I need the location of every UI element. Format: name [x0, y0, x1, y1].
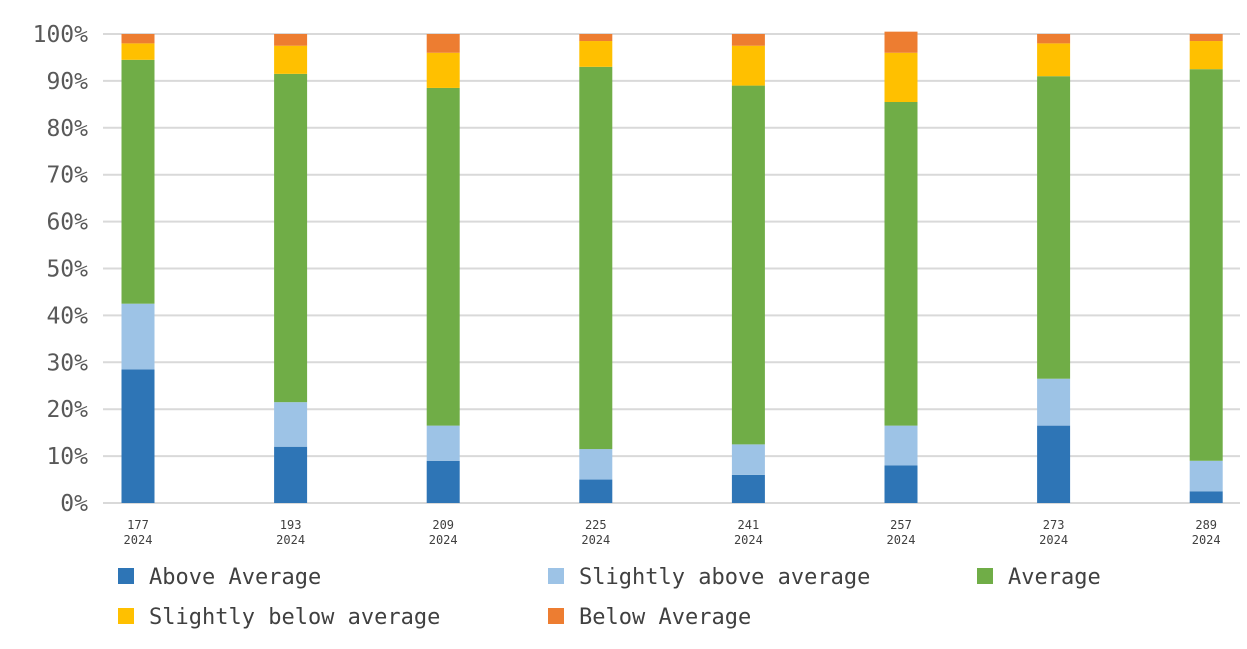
y-tick-label: 60%: [46, 210, 88, 236]
bar-segment: [1189, 460, 1223, 492]
bar-segment: [274, 73, 308, 403]
bar-segment: [579, 41, 613, 67]
bar-segment: [121, 303, 155, 370]
x-tick-label: 2024: [124, 533, 153, 547]
bar-segment: [579, 66, 613, 450]
bar-segment: [1189, 41, 1223, 70]
bar-segment: [1037, 76, 1071, 379]
bar-segment: [731, 45, 765, 86]
y-tick-label: 10%: [46, 444, 88, 470]
bar-segment: [121, 369, 155, 503]
legend-label: Slightly above average: [579, 565, 870, 590]
x-tick-label: 2024: [734, 533, 763, 547]
bar-segment: [731, 474, 765, 503]
bar-segment: [274, 34, 308, 46]
legend: Above Average Slightly above average Avera…: [118, 565, 1101, 630]
x-tick-label: 2024: [1039, 533, 1068, 547]
x-tick-label: 225: [585, 518, 607, 532]
y-axis-tick-labels: 0% 10% 20% 30% 40% 50% 60% 70% 80% 90% 100%: [33, 22, 89, 517]
bar-segment: [731, 85, 765, 445]
bar-segment: [274, 402, 308, 447]
x-tick-label: 241: [738, 518, 760, 532]
bar-segment: [121, 34, 155, 44]
y-tick-label: 30%: [46, 350, 88, 376]
bar-segment: [579, 479, 613, 503]
y-tick-label: 100%: [33, 22, 89, 48]
y-tick-label: 80%: [46, 116, 88, 142]
x-tick-label: 2024: [581, 533, 610, 547]
x-tick-label: 289: [1195, 518, 1217, 532]
bar-segment: [426, 34, 460, 53]
x-tick-label: 2024: [1192, 533, 1221, 547]
legend-label: Average: [1008, 565, 1101, 590]
bar-segment: [884, 102, 918, 426]
y-tick-label: 90%: [46, 69, 88, 95]
x-tick-label: 257: [890, 518, 912, 532]
y-tick-label: 0%: [60, 491, 88, 517]
bar-segment: [426, 52, 460, 88]
x-tick-label: 2024: [276, 533, 305, 547]
x-tick-label: 209: [432, 518, 454, 532]
bar-segment: [1037, 34, 1071, 44]
bar-segment: [1037, 43, 1071, 77]
bar-segment: [884, 425, 918, 466]
bar-segment: [274, 446, 308, 503]
legend-label: Below Average: [579, 605, 751, 630]
y-tick-label: 50%: [46, 257, 88, 283]
legend-swatch: [977, 568, 993, 584]
x-tick-label: 2024: [887, 533, 916, 547]
legend-swatch: [548, 568, 564, 584]
y-tick-label: 70%: [46, 163, 88, 189]
bar-segment: [731, 444, 765, 475]
legend-label: Above Average: [149, 565, 321, 590]
bar-segment: [426, 425, 460, 461]
x-tick-label: 193: [280, 518, 302, 532]
bar-segment: [426, 87, 460, 426]
bar-segment: [1037, 425, 1071, 503]
bar-segment: [884, 52, 918, 103]
bar-segment: [121, 43, 155, 60]
bar-segment: [884, 465, 918, 503]
x-tick-label: 2024: [429, 533, 458, 547]
x-tick-label: 273: [1043, 518, 1065, 532]
bar-segment: [884, 31, 918, 53]
bar-segment: [274, 45, 308, 74]
bar-segment: [579, 34, 613, 42]
bar-segment: [1189, 69, 1223, 461]
bar-segment: [121, 59, 155, 304]
legend-swatch: [118, 608, 134, 624]
bar-segment: [579, 449, 613, 480]
legend-label: Slightly below average: [149, 605, 440, 630]
bars: [121, 31, 1223, 503]
y-tick-label: 40%: [46, 303, 88, 329]
bar-segment: [1189, 491, 1223, 503]
bar-segment: [731, 34, 765, 46]
bar-segment: [426, 460, 460, 503]
x-axis-tick-labels: 1772024193202420920242252024241202425720…: [124, 518, 1221, 547]
bar-segment: [1037, 378, 1071, 426]
legend-swatch: [548, 608, 564, 624]
bar-segment: [1189, 34, 1223, 42]
y-tick-label: 20%: [46, 397, 88, 423]
x-tick-label: 177: [127, 518, 149, 532]
legend-swatch: [118, 568, 134, 584]
